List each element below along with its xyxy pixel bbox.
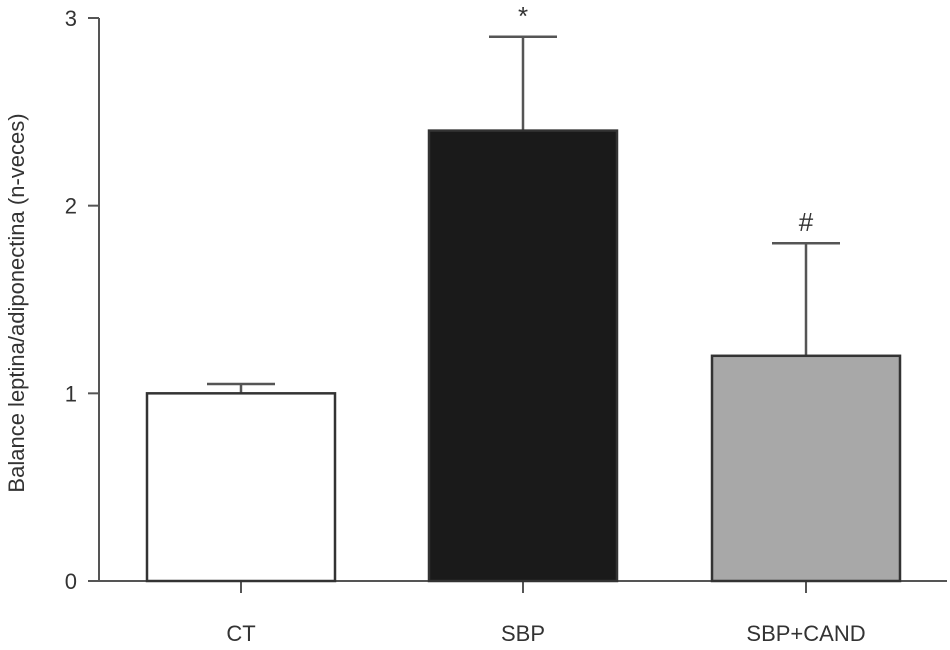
- x-tick-label: SBP: [501, 621, 545, 646]
- significance-mark: #: [799, 207, 814, 237]
- y-tick-label: 0: [65, 569, 77, 594]
- bar-sbp: [427, 129, 619, 583]
- x-tick-label: CT: [226, 621, 255, 646]
- bar-ct: [145, 392, 337, 583]
- y-tick-label: 3: [65, 6, 77, 31]
- x-tick-label: SBP+CAND: [746, 621, 865, 646]
- bar-sbp-cand: [710, 354, 902, 583]
- y-tick-label: 2: [65, 194, 77, 219]
- y-axis-label: Balance leptina/adiponectina (n-veces): [4, 113, 29, 492]
- y-tick-label: 1: [65, 381, 77, 406]
- plot-area: 0 1 2 3 CT SBP * SBP+CAND #: [65, 1, 947, 646]
- significance-mark: *: [518, 1, 528, 31]
